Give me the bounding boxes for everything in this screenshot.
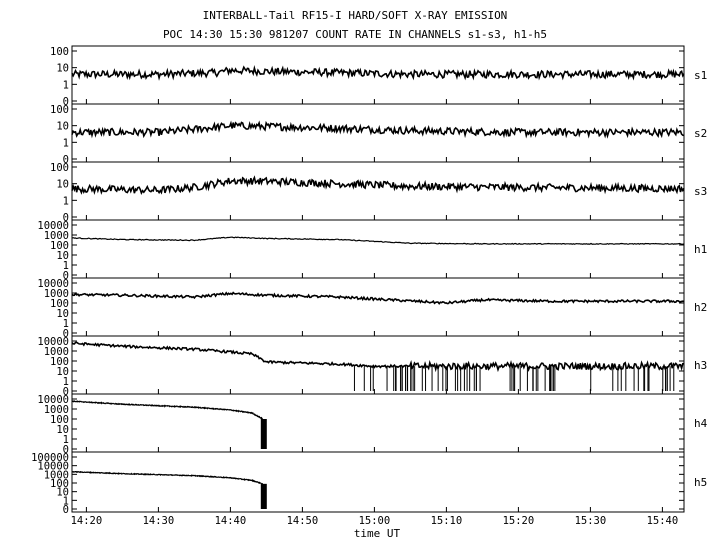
y-tick-label: 1 <box>63 495 69 507</box>
y-tick-label: 1000 <box>44 288 69 300</box>
x-tick-label: 14:30 <box>143 515 175 527</box>
y-tick-label: 1 <box>63 79 69 91</box>
x-tick-label: 15:30 <box>575 515 607 527</box>
y-tick-label: 1 <box>63 376 69 388</box>
panel-label: s1 <box>694 69 707 82</box>
y-tick-label: 100 <box>50 240 69 252</box>
y-tick-label: 10 <box>56 63 69 75</box>
panel-label: h4 <box>694 417 708 430</box>
y-tick-label: 100000 <box>31 452 69 464</box>
y-tick-label: 1000 <box>44 404 69 416</box>
y-tick-label: 10000 <box>37 336 69 348</box>
y-tick-label: 10000 <box>37 278 69 290</box>
x-tick-label: 14:50 <box>287 515 319 527</box>
y-tick-label: 1000 <box>44 230 69 242</box>
panel-frame <box>71 277 685 337</box>
y-tick-label: 100 <box>50 162 69 174</box>
y-tick-label: 1 <box>63 195 69 207</box>
panel-label: h1 <box>694 243 707 256</box>
panel-frame <box>71 451 685 513</box>
y-tick-label: 10000 <box>37 394 69 406</box>
panel-frame <box>71 219 685 279</box>
y-tick-label: 0 <box>63 386 69 398</box>
y-tick-label: 10 <box>56 121 69 133</box>
x-axis-label: time UT <box>354 527 401 540</box>
y-tick-label: 1000 <box>44 469 69 481</box>
y-tick-label: 1 <box>63 318 69 330</box>
y-tick-label: 100 <box>50 414 69 426</box>
panel-label: s3 <box>694 185 707 198</box>
y-tick-label: 10 <box>56 487 69 499</box>
x-axis: 14:20 14:30 14:40 14:50 15:00 15:10 15:20 15:30… <box>71 99 679 527</box>
y-tick-label: 0 <box>63 504 69 516</box>
y-tick-label: 10 <box>56 250 69 262</box>
y-tick-label: 1000 <box>44 346 69 358</box>
series-line-h2 <box>71 291 685 305</box>
x-tick-label: 15:00 <box>359 515 391 527</box>
panel-frame <box>71 335 685 395</box>
y-tick-label: 100 <box>50 104 69 116</box>
y-tick-label: 10000 <box>37 220 69 232</box>
x-tick-label: 14:20 <box>71 515 103 527</box>
y-tick-label: 100 <box>50 478 69 490</box>
y-tick-label: 0 <box>63 154 69 166</box>
y-tick-label: 100 <box>50 298 69 310</box>
x-tick-label: 15:20 <box>503 515 535 527</box>
series-line-s3 <box>71 175 685 196</box>
y-tick-label: 10 <box>56 366 69 378</box>
y-tick-label: 0 <box>63 444 69 456</box>
y-tick-label: 10 <box>56 179 69 191</box>
series-line-s1 <box>71 65 685 81</box>
y-tick-label: 1 <box>63 434 69 446</box>
chart-title: INTERBALL-Tail RF15-I HARD/SOFT X-RAY EM… <box>203 9 508 22</box>
chart-subtitle: POC 14:30 15:30 981207 COUNT RATE IN CHA… <box>163 28 547 41</box>
x-tick-label: 15:10 <box>431 515 463 527</box>
series-line-h1 <box>71 236 685 245</box>
chart-panels: 1001010s11001010s21001010s31000010001001… <box>31 45 708 516</box>
series-line-h5 <box>71 470 263 485</box>
series-line-h4 <box>71 400 263 420</box>
y-tick-label: 100 <box>50 356 69 368</box>
x-tick-label: 14:40 <box>215 515 247 527</box>
y-tick-label: 0 <box>63 270 69 282</box>
panel-label: h5 <box>694 476 707 489</box>
dropout-block <box>260 419 267 449</box>
y-tick-label: 0 <box>63 328 69 340</box>
y-tick-label: 1 <box>63 260 69 272</box>
y-tick-label: 0 <box>63 96 69 108</box>
series-line-s2 <box>71 120 685 139</box>
x-tick-label: 15:40 <box>647 515 679 527</box>
panel-frame <box>71 393 685 453</box>
y-tick-label: 10 <box>56 308 69 320</box>
y-tick-label: 0 <box>63 212 69 224</box>
dropout-block <box>260 483 267 509</box>
series-line-h3 <box>71 341 685 373</box>
panel-label: h2 <box>694 301 707 314</box>
y-tick-label: 1 <box>63 137 69 149</box>
panel-label: s2 <box>694 127 707 140</box>
y-tick-label: 10000 <box>37 461 69 473</box>
panel-label: h3 <box>694 359 707 372</box>
y-tick-label: 10 <box>56 424 69 436</box>
y-tick-label: 100 <box>50 46 69 58</box>
